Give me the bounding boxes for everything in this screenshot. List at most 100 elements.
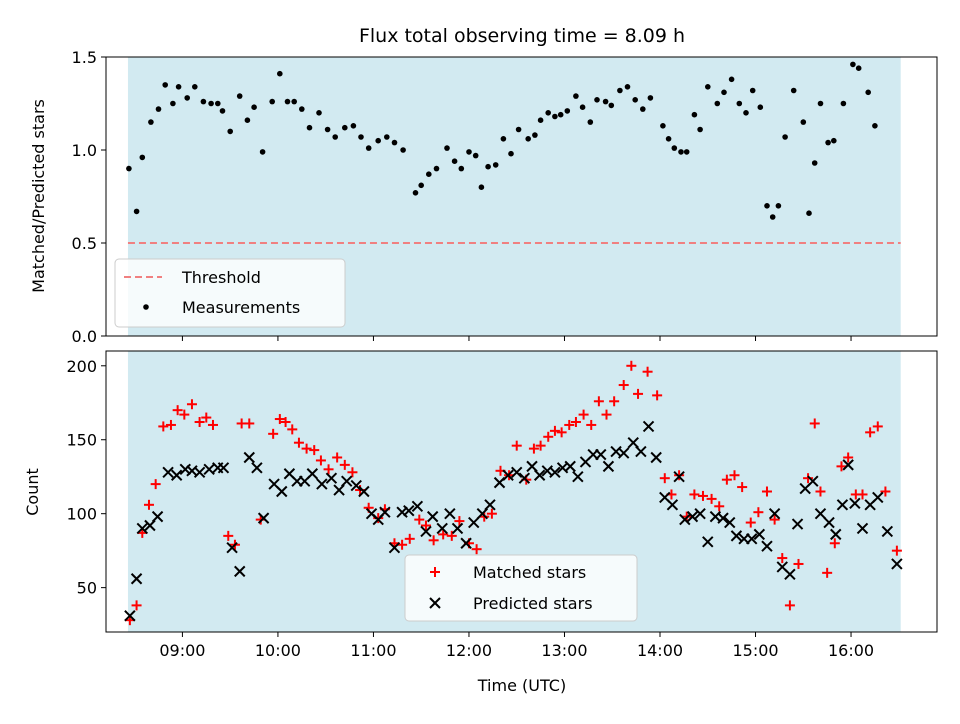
measurement-point (617, 87, 623, 94)
predicted-star-point (849, 497, 861, 510)
measurement-point (259, 149, 266, 155)
measurement-points (126, 61, 878, 220)
measurement-point (269, 98, 276, 105)
count-x-tick-label: 11:00 (350, 641, 396, 660)
chart-title: Flux total observing time = 8.09 h (359, 25, 685, 47)
predicted-star-point (761, 540, 773, 552)
matched-star-point (714, 501, 725, 512)
measurement-point (728, 76, 735, 83)
predicted-star-point (549, 466, 561, 478)
matched-star-point (815, 486, 826, 497)
measurement-point (743, 110, 749, 116)
measurement-point (500, 136, 507, 142)
measurement-point (855, 65, 862, 71)
matched-star-point (586, 419, 597, 430)
predicted-star-point (316, 478, 328, 490)
measurement-point (624, 84, 631, 90)
ratio-axes-frame (105, 56, 938, 337)
matched-star-point (274, 414, 285, 425)
matched-legend-label: Matched stars (473, 563, 586, 582)
count-axes-frame (105, 350, 938, 633)
measurement-point (466, 149, 472, 155)
measurement-point (564, 108, 571, 114)
measurement-point (840, 100, 847, 107)
measurement-point (458, 165, 465, 172)
matched-star-point (309, 445, 320, 456)
matched-star-point (332, 452, 343, 463)
matched-star-point (891, 545, 902, 556)
measurement-point (721, 89, 727, 96)
measurement-point (426, 171, 432, 177)
measurement-point (200, 98, 207, 105)
predicted-star-point (891, 558, 903, 570)
matched-star-point (186, 399, 197, 410)
predicted-star-point (730, 530, 743, 542)
count-x-tick-label: 13:00 (541, 641, 587, 660)
measurement-point (647, 95, 654, 101)
matched-star-point (570, 416, 581, 427)
predicted-star-point (836, 499, 849, 511)
measurement-point (508, 150, 514, 157)
matched-star-point (872, 421, 883, 432)
ratio-y-tick-label: 1.5 (72, 48, 97, 67)
predicted-star-point (807, 475, 819, 487)
matched-star-point (843, 452, 854, 463)
predicted-star-point (124, 610, 136, 622)
predicted-star-point (595, 448, 607, 461)
measurement-point (384, 134, 390, 140)
measurement-point (365, 145, 372, 151)
threshold-legend-label: Threshold (181, 268, 261, 287)
matched-star-point (172, 405, 183, 416)
predicted-star-point (533, 469, 546, 481)
predicted-star-point (717, 512, 729, 524)
predicted-star-point (217, 462, 230, 474)
predicted-star-point (257, 512, 270, 524)
measurement-point (749, 87, 756, 94)
matched-star-point (784, 600, 795, 611)
predicted-star-point (436, 522, 448, 535)
matched-star-point (865, 427, 876, 438)
predicted-star-point (451, 522, 464, 535)
measurement-point (350, 123, 357, 129)
matched-star-point (803, 473, 814, 484)
measurement-point (691, 111, 698, 118)
count-x-tick-label: 16:00 (828, 641, 874, 660)
matched-star-point (857, 489, 868, 500)
matched-star-point (761, 486, 772, 497)
predicted-star-point (170, 469, 183, 481)
measurement-point (162, 82, 168, 88)
measurement-point (478, 184, 485, 190)
measurement-point (215, 100, 221, 107)
matched-star-point (150, 479, 161, 490)
matched-star-point (549, 425, 560, 436)
matched-star-point (293, 437, 304, 448)
matched-star-point (609, 396, 620, 407)
measurement-point (400, 147, 406, 153)
predicted-star-point (136, 522, 149, 535)
measurement-point (219, 108, 226, 114)
matched-star-point (179, 409, 190, 420)
predicted-star-point (179, 463, 191, 476)
count-y-tick-label: 100 (66, 505, 97, 524)
measurement-point (697, 126, 703, 133)
predicted-legend-label: Predicted stars (473, 594, 593, 613)
measurement-point (299, 106, 305, 112)
matched-star-point (729, 470, 740, 481)
measurement-point (764, 203, 770, 209)
measurement-point (306, 124, 313, 131)
predicted-star-point (823, 516, 835, 529)
predicted-star-point (768, 507, 781, 520)
measurement-point (665, 136, 672, 142)
predicted-star-point (511, 466, 523, 478)
matched-star-point (404, 533, 415, 544)
measurement-point (775, 203, 782, 209)
matched-star-point (745, 517, 756, 528)
matched-star-point (659, 473, 670, 484)
measurement-point (251, 104, 257, 110)
predicted-star-point (679, 513, 691, 526)
predicted-star-point (564, 460, 576, 473)
measurement-point (587, 119, 594, 125)
predicted-star-point (243, 451, 255, 464)
matched-star-point (535, 440, 546, 451)
